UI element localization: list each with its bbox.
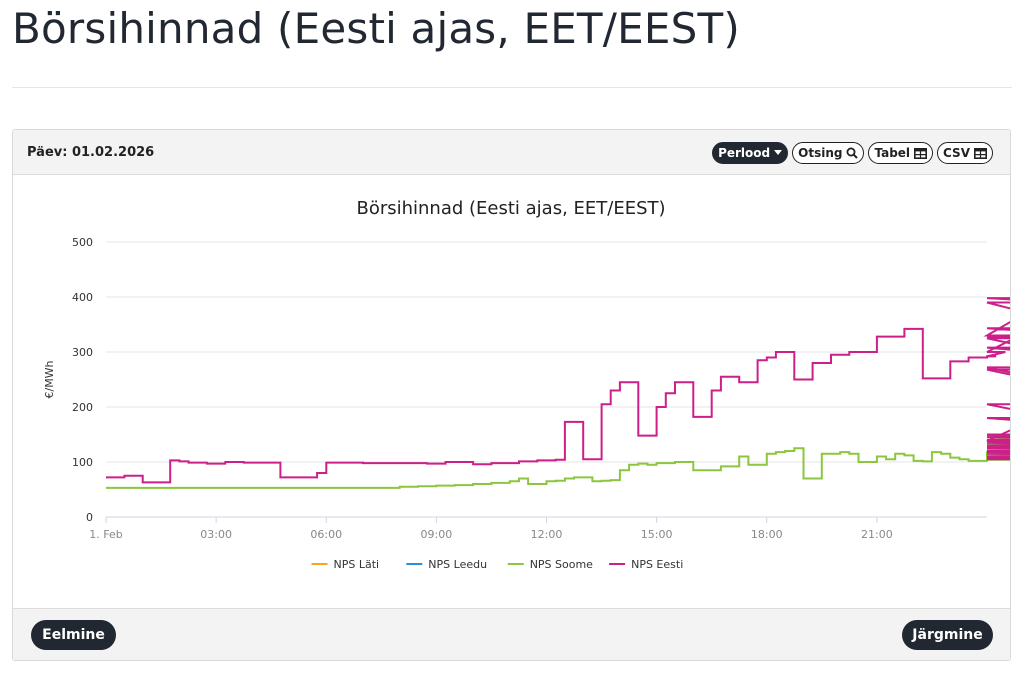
table-icon [974, 147, 987, 159]
previous-button[interactable]: Eelmine [31, 620, 116, 650]
chart-panel: Päev: 01.02.2026 Perlood Otsing Tabel [12, 129, 1011, 661]
search-button-label: Otsing [798, 146, 843, 160]
csv-button[interactable]: CSV [937, 142, 993, 164]
x-tick-label: 15:00 [641, 528, 673, 541]
x-tick-label: 21:00 [861, 528, 893, 541]
panel-footer: Eelmine Järgmine [13, 608, 1010, 660]
x-tick-label: 06:00 [310, 528, 342, 541]
search-button[interactable]: Otsing [792, 142, 865, 164]
table-button[interactable]: Tabel [868, 142, 934, 164]
table-button-label: Tabel [874, 146, 911, 160]
chart-toolbar: Perlood Otsing Tabel CSV [712, 142, 993, 164]
legend-label: NPS Soome [530, 558, 593, 571]
y-tick-label: 0 [86, 511, 93, 524]
series-line-nps-soome [106, 433, 1010, 489]
price-chart: Börsihinnad (Eesti ajas, EET/EEST) 0 100 2… [43, 198, 1010, 571]
chart-title: Börsihinnad (Eesti ajas, EET/EEST) [356, 198, 665, 219]
y-axis-label: €/MWh [43, 360, 56, 398]
y-tick-label: 300 [72, 346, 93, 359]
x-tick-label: 09:00 [421, 528, 453, 541]
x-tick-label: 1. Feb [89, 528, 122, 541]
x-tick-label: 03:00 [200, 528, 232, 541]
y-tick-label: 200 [72, 401, 93, 414]
search-icon [846, 147, 859, 159]
x-tick-label: 18:00 [751, 528, 783, 541]
period-button-label: Perlood [718, 146, 771, 160]
caret-down-icon [774, 150, 783, 156]
y-tick-label: 500 [72, 236, 93, 249]
csv-button-label: CSV [943, 146, 970, 160]
day-label: Päev: 01.02.2026 [27, 145, 155, 160]
legend-label: NPS Läti [334, 558, 380, 571]
legend-label: NPS Leedu [428, 558, 487, 571]
legend-label: NPS Eesti [631, 558, 683, 571]
title-divider [12, 87, 1012, 88]
y-tick-label: 100 [72, 456, 93, 469]
page-title: Börsihinnad (Eesti ajas, EET/EEST) [12, 4, 740, 53]
period-button[interactable]: Perlood [712, 142, 789, 164]
next-button[interactable]: Järgmine [902, 620, 993, 650]
table-icon [914, 147, 928, 159]
y-tick-label: 400 [72, 291, 93, 304]
panel-header: Päev: 01.02.2026 Perlood Otsing Tabel [13, 130, 1010, 175]
series-line-nps-eesti [106, 297, 1010, 484]
x-tick-label: 12:00 [531, 528, 563, 541]
